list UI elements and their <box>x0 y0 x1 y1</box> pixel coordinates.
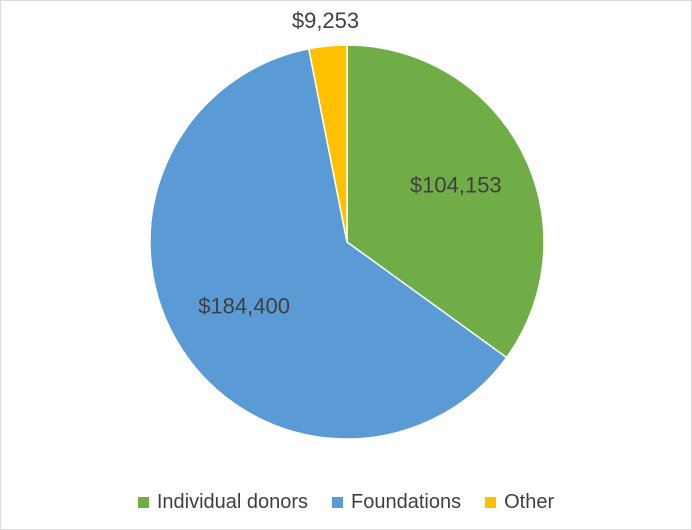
legend: Individual donors Foundations Other <box>1 491 691 514</box>
legend-swatch-individual-donors <box>137 497 149 508</box>
legend-label-foundations: Foundations <box>351 491 462 513</box>
legend-label-individual-donors: Individual donors <box>156 491 309 513</box>
pie-slices <box>149 44 545 440</box>
pie-slice-foundations <box>149 47 508 440</box>
data-label-individual-donors: $104,153 <box>410 172 502 197</box>
pie-slice-individual-donors <box>346 44 545 359</box>
legend-label-other: Other <box>504 491 555 513</box>
legend-swatch-other <box>485 497 497 508</box>
legend-item-foundations: Foundations <box>332 491 461 514</box>
data-label-foundations: $184,400 <box>198 294 290 319</box>
pie-slice-other <box>307 44 348 243</box>
pie-data-labels: $104,153 $184,400 $9,253 <box>198 8 502 319</box>
legend-swatch-foundations <box>332 497 344 508</box>
legend-item-other: Other <box>485 491 554 514</box>
data-label-other: $9,253 <box>292 8 359 33</box>
legend-item-individual-donors: Individual donors <box>137 491 309 514</box>
